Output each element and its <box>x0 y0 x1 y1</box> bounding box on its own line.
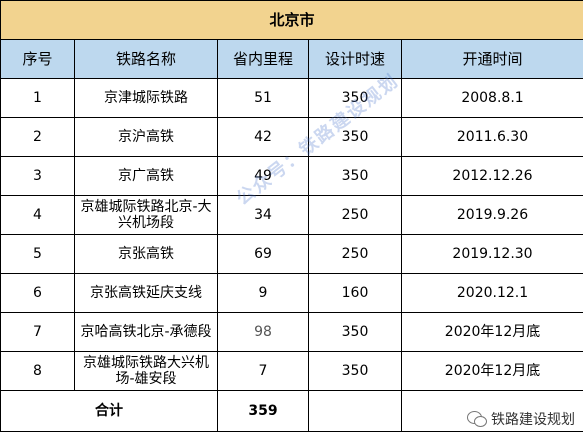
table-row: 1 京津城际铁路 51 350 2008.8.1 <box>0 78 583 118</box>
cell-opened: 2012.12.26 <box>400 156 583 196</box>
table-row: 5 京张高铁 69 250 2019.12.30 <box>0 234 583 274</box>
cell-name: 京哈高铁北京-承德段 <box>74 312 218 352</box>
cell-name: 京津城际铁路 <box>74 78 218 118</box>
cell-opened: 2011.6.30 <box>400 117 583 157</box>
table-title-row: 北京市 <box>0 0 583 40</box>
cell-speed: 250 <box>308 234 402 274</box>
cell-speed: 250 <box>308 195 402 235</box>
total-label: 合计 <box>0 390 218 432</box>
cell-length: 69 <box>217 234 309 274</box>
header-name: 铁路名称 <box>74 39 218 79</box>
header-opened: 开通时间 <box>400 39 583 79</box>
cell-no: 4 <box>0 195 75 235</box>
cell-opened: 2020年12月底 <box>400 312 583 352</box>
cell-length: 42 <box>217 117 309 157</box>
cell-length: 51 <box>217 78 309 118</box>
cell-speed: 160 <box>308 273 402 313</box>
cell-speed: 350 <box>308 78 402 118</box>
cell-length: 9 <box>217 273 309 313</box>
total-value: 359 <box>217 390 309 432</box>
cell-opened: 2019.12.30 <box>400 234 583 274</box>
cell-no: 6 <box>0 273 75 313</box>
cell-speed: 350 <box>308 156 402 196</box>
cell-no: 5 <box>0 234 75 274</box>
header-no: 序号 <box>0 39 75 79</box>
table-row: 6 京张高铁延庆支线 9 160 2020.12.1 <box>0 273 583 313</box>
table-header-row: 序号 铁路名称 省内里程 设计时速 开通时间 <box>0 39 583 79</box>
cell-opened: 2008.8.1 <box>400 78 583 118</box>
cell-length: 34 <box>217 195 309 235</box>
table-title: 北京市 <box>0 0 583 40</box>
cell-length: 7 <box>217 351 309 391</box>
total-row: 合计 359 <box>0 390 583 432</box>
railway-table: 北京市 序号 铁路名称 省内里程 设计时速 开通时间 1 京津城际铁路 51 3… <box>0 0 583 432</box>
cell-name: 京沪高铁 <box>74 117 218 157</box>
cell-name: 京雄城际铁路大兴机场-雄安段 <box>74 351 218 391</box>
cell-no: 8 <box>0 351 75 391</box>
cell-opened: 2019.9.26 <box>400 195 583 235</box>
table-row: 3 京广高铁 49 350 2012.12.26 <box>0 156 583 196</box>
cell-no: 1 <box>0 78 75 118</box>
cell-speed: 350 <box>308 351 402 391</box>
cell-length: 49 <box>217 156 309 196</box>
cell-no: 3 <box>0 156 75 196</box>
table-row: 7 京哈高铁北京-承德段 98 350 2020年12月底 <box>0 312 583 352</box>
total-empty-speed <box>308 390 402 432</box>
table-row: 4 京雄城际铁路北京-大兴机场段 34 250 2019.9.26 <box>0 195 583 235</box>
cell-length: 98 <box>217 312 309 352</box>
cell-name: 京张高铁延庆支线 <box>74 273 218 313</box>
cell-opened: 2020年12月底 <box>400 351 583 391</box>
total-empty-opened <box>400 390 583 432</box>
table-row: 8 京雄城际铁路大兴机场-雄安段 7 350 2020年12月底 <box>0 351 583 391</box>
cell-opened: 2020.12.1 <box>400 273 583 313</box>
header-length: 省内里程 <box>217 39 309 79</box>
cell-speed: 350 <box>308 117 402 157</box>
cell-name: 京广高铁 <box>74 156 218 196</box>
cell-no: 7 <box>0 312 75 352</box>
header-speed: 设计时速 <box>308 39 402 79</box>
cell-name: 京雄城际铁路北京-大兴机场段 <box>74 195 218 235</box>
cell-name: 京张高铁 <box>74 234 218 274</box>
cell-no: 2 <box>0 117 75 157</box>
cell-speed: 350 <box>308 312 402 352</box>
table-row: 2 京沪高铁 42 350 2011.6.30 <box>0 117 583 157</box>
